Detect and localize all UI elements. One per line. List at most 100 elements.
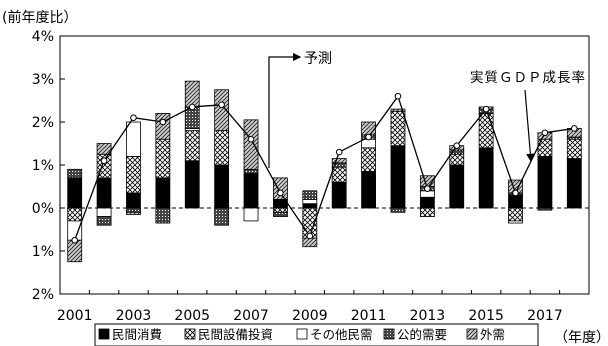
bar-segment (155, 177, 171, 209)
plot-area: 4%3%2%1%0%1%2%2001 2003 2005 2007 2009 2011 20… (32, 29, 590, 324)
forecast-label: 予測 (304, 51, 332, 67)
legend-swatch (98, 328, 110, 340)
bar-segment (67, 168, 83, 179)
bar-segment (126, 192, 141, 209)
legend-box (94, 323, 539, 346)
bar-segment (419, 207, 435, 218)
bar-segment (508, 220, 523, 224)
bar-segment (390, 108, 406, 112)
gdp-point (130, 114, 137, 121)
legend-label: 民間設備投資 (198, 327, 273, 342)
bar-segment (155, 113, 171, 140)
legend-label: 民間消費 (112, 327, 162, 342)
bar-segment (361, 147, 376, 172)
bar-segment (214, 207, 230, 226)
x-unit-label: （年度） (554, 330, 608, 346)
gdp-point (482, 105, 490, 113)
bar-segment (361, 171, 376, 209)
bar-segment (214, 164, 230, 209)
gdp-point (424, 185, 431, 192)
bar-segment (390, 207, 406, 213)
bar-segment (96, 216, 112, 226)
legend-label: 外需 (480, 327, 505, 342)
x-tick-label: 2011 (351, 308, 387, 324)
gdp-label: 実質ＧＤＰ成長率 (470, 69, 586, 86)
bar-segment (390, 145, 406, 209)
legend-swatch (184, 328, 196, 340)
y-tick-label: 3% (32, 72, 54, 88)
bar-segment (155, 207, 171, 224)
gdp-point (335, 148, 343, 156)
gdp-point (159, 118, 167, 126)
legend: 民間消費 民間設備投資 その他民需 公的需要 外需 (94, 323, 539, 346)
bar-segment (390, 110, 406, 147)
y-unit-label: (前年度比） (2, 9, 77, 26)
x-tick-label: 2001 (57, 308, 93, 324)
bar-segment (508, 207, 523, 222)
bar-segment (214, 130, 230, 166)
bar-segment (537, 155, 553, 209)
bar-segment (478, 147, 494, 209)
bar-segment (273, 211, 288, 218)
x-tick-label: 2005 (174, 308, 210, 324)
bar-segment (184, 80, 200, 108)
gdp-point (277, 189, 284, 197)
bar-segment (302, 203, 318, 209)
gdp-point (71, 236, 78, 244)
bar-segment (126, 207, 141, 213)
bar-segment (361, 121, 376, 136)
forecast-arrow (268, 52, 302, 168)
y-tick-label: 1% (32, 158, 54, 174)
bar-segment (273, 207, 288, 213)
x-tick-label: 2017 (527, 308, 563, 324)
bar-segment (331, 158, 347, 164)
gdp-point (394, 92, 402, 100)
bar-segment (273, 177, 288, 200)
y-tick-label: 4% (32, 29, 54, 45)
bar-segment (67, 177, 83, 209)
bar-segment (96, 177, 112, 209)
legend-swatch (466, 328, 478, 340)
bar-segment (243, 207, 259, 222)
bar-segment (478, 113, 494, 149)
bar-segment (214, 89, 230, 131)
bar-segment (449, 164, 465, 209)
bar-segment (508, 194, 523, 209)
bar-segment (243, 168, 259, 175)
y-tick-label: 2% (32, 287, 54, 303)
bar-segment (449, 153, 465, 166)
gdp-point (571, 125, 578, 132)
gdp-annotation: 実質ＧＤＰ成長率 (470, 69, 586, 163)
legend-swatch (383, 328, 395, 340)
gdp-line (74, 94, 575, 241)
x-tick-label: 2003 (116, 308, 152, 324)
legend-label: その他民需 (310, 327, 373, 342)
y-tick-label: 0% (32, 201, 54, 217)
gdp-point (247, 135, 255, 143)
bar-segment (419, 196, 435, 209)
y-tick-label: 2% (32, 115, 54, 131)
bar-segment (331, 166, 347, 183)
bar-segment (331, 181, 347, 209)
x-tick-label: 2007 (233, 308, 269, 324)
bar-segment (96, 143, 112, 155)
bar-segment (361, 138, 376, 149)
legend-swatch (296, 328, 308, 340)
gdp-point (100, 157, 108, 164)
x-tick-label: 2013 (410, 308, 446, 324)
gdp-point (188, 103, 196, 111)
gdp-point (453, 142, 461, 149)
bar-segment (126, 211, 141, 215)
bar-segment (184, 160, 200, 209)
bar-segment (126, 121, 141, 157)
bar-segment (243, 119, 259, 170)
bar-segment (302, 198, 318, 205)
bar-segment (155, 138, 171, 179)
bar-segment (126, 155, 141, 194)
x-tick-label: 2009 (292, 308, 328, 324)
bar-segment (67, 207, 83, 222)
forecast-annotation: 予測 (268, 51, 332, 168)
bar-segment (566, 138, 582, 159)
bar-segment (302, 190, 318, 200)
